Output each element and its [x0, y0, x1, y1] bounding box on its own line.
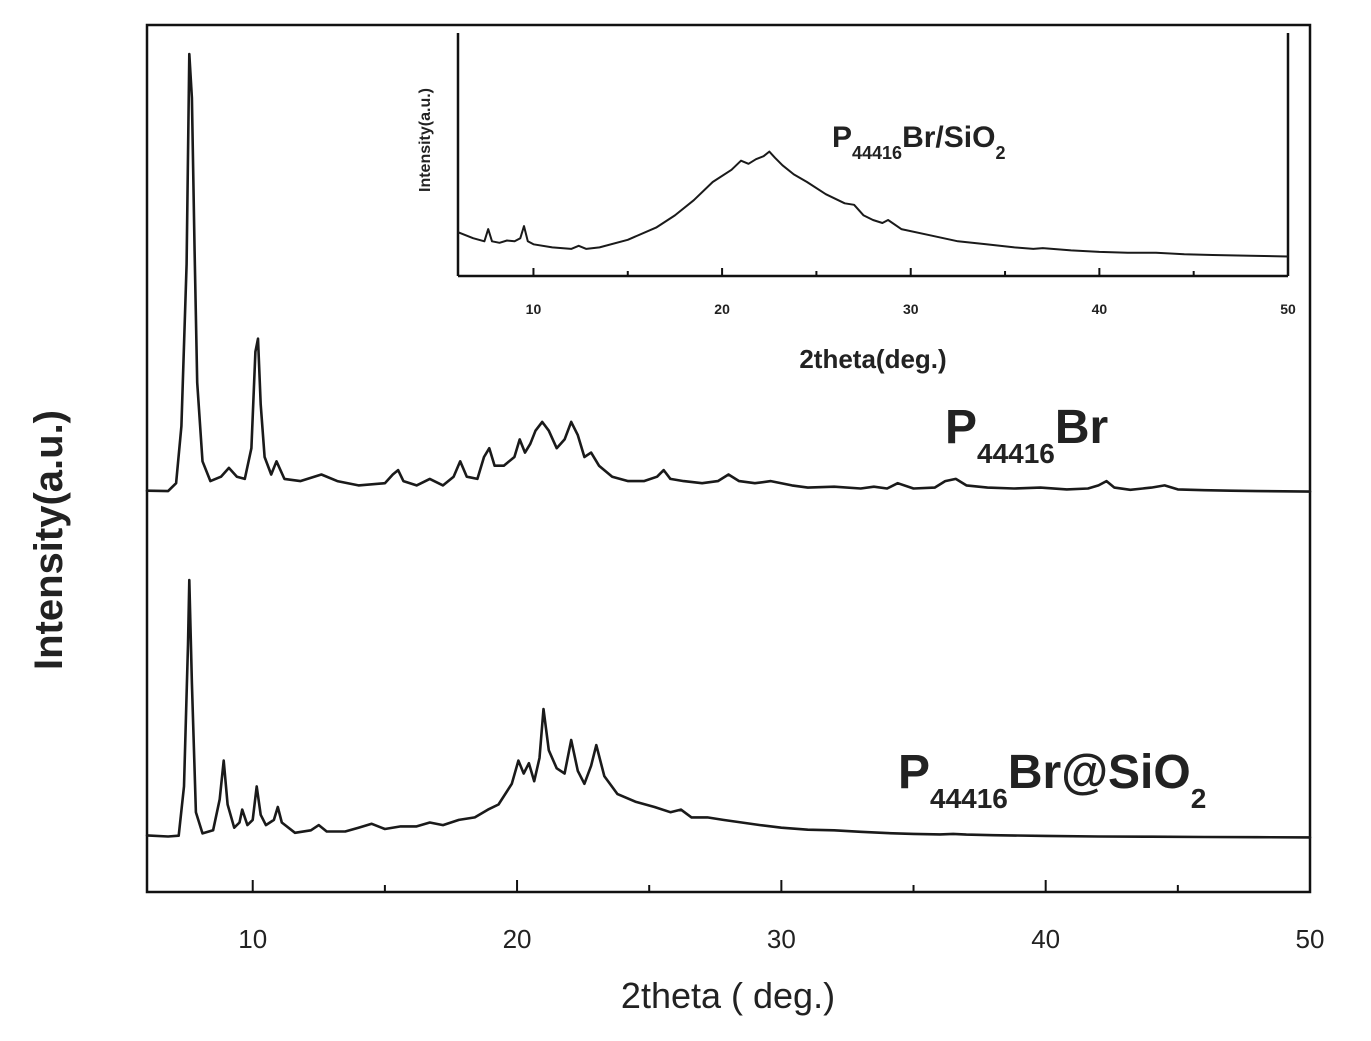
inset-x-tick-label: 50 [1280, 301, 1296, 317]
main-x-tick-label: 20 [503, 924, 532, 954]
series-label-p44416br: P44416Br [945, 401, 1108, 469]
main-x-tick-label: 10 [238, 924, 267, 954]
main-y-axis-title: Intensity(a.u.) [27, 410, 71, 670]
inset-x-tick-label: 30 [903, 301, 919, 317]
main-x-axis-title: 2theta ( deg.) [621, 975, 835, 1016]
inset-x-tick-label: 40 [1092, 301, 1108, 317]
inset-x-tick-labels: 10 20 30 40 50 [526, 301, 1296, 317]
main-x-ticks [251, 880, 1311, 892]
main-plot-frame [145, 23, 1312, 894]
series-line-p44416br-at-sio2 [145, 578, 1312, 839]
series-line-p44416br [145, 52, 1312, 493]
inset-x-ticks [532, 268, 1289, 276]
main-x-tick-labels: 10 20 30 40 50 [238, 924, 1324, 954]
inset-y-axis-title: Intensity(a.u.) [417, 88, 434, 192]
series-label-p44416br-at-sio2: P44416Br@SiO2 [898, 746, 1206, 814]
inset-series-label: P44416Br/SiO2 [832, 121, 1005, 163]
main-x-tick-label: 40 [1031, 924, 1060, 954]
inset-x-axis-title: 2theta(deg.) [799, 344, 946, 374]
inset-x-tick-label: 20 [714, 301, 730, 317]
inset-background [458, 33, 1288, 276]
main-x-tick-label: 30 [767, 924, 796, 954]
inset-x-tick-label: 10 [526, 301, 542, 317]
inset-series-line-p44416br-sio2 [457, 150, 1289, 258]
main-x-tick-label: 50 [1296, 924, 1325, 954]
